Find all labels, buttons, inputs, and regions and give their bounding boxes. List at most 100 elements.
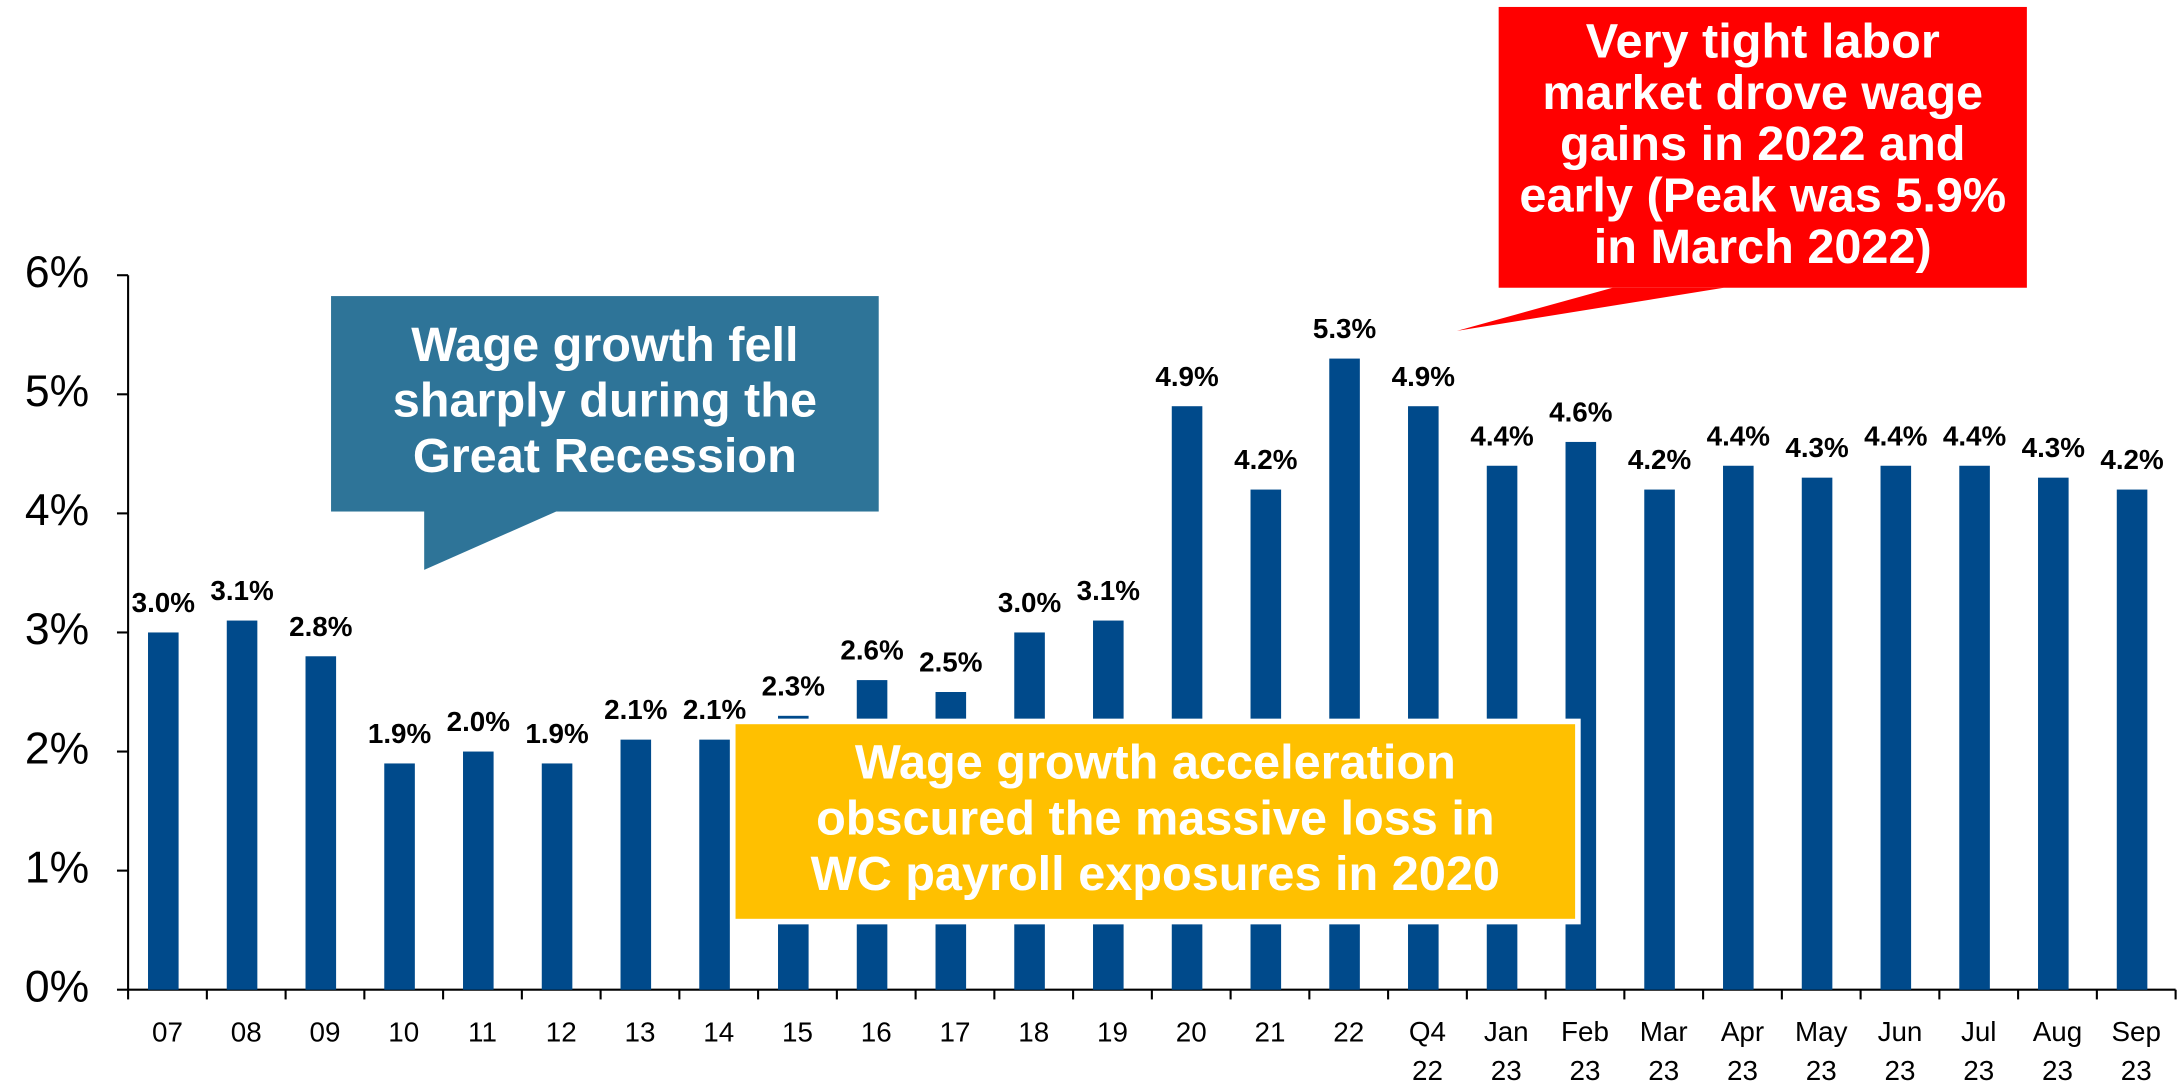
annotation-text: Wage growth fell [411, 318, 798, 372]
x-tick-label: 20 [1176, 1017, 1207, 1048]
x-tick-line: 22 [1412, 1055, 1443, 1086]
x-tick-label: 16 [861, 1017, 892, 1048]
value-label: 3.0% [998, 587, 1061, 618]
value-label: 4.4% [1864, 420, 1927, 451]
x-tick-label: 12 [546, 1017, 577, 1048]
x-tick-line: 23 [2042, 1055, 2073, 1086]
x-tick-label: Q4 22 [1409, 1017, 1446, 1087]
x-tick-line: 23 [1648, 1055, 1679, 1086]
bar [620, 739, 652, 990]
value-label: 3.1% [1077, 575, 1140, 606]
value-label: 4.2% [1234, 444, 1297, 475]
value-label: 4.4% [1943, 420, 2006, 451]
x-tick-line: 23 [1806, 1055, 1837, 1086]
x-tick-label: 10 [388, 1017, 419, 1048]
x-tick-line: Apr [1721, 1017, 1764, 1048]
value-label: 4.3% [1785, 432, 1848, 463]
x-tick-label: Mar 23 [1640, 1017, 1688, 1087]
x-tick-line: Aug [2033, 1017, 2082, 1048]
x-tick-label: 22 [1333, 1017, 1364, 1048]
x-tick-line: 23 [1727, 1055, 1758, 1086]
x-tick-line: 23 [2121, 1055, 2152, 1086]
value-label: 4.6% [1549, 396, 1612, 427]
y-tick-label: 6% [25, 248, 89, 297]
annotation-text: market drove wage [1542, 66, 1983, 120]
x-tick-label: 14 [703, 1017, 734, 1048]
x-tick-line: Jul [1961, 1017, 1997, 1048]
y-tick-label: 2% [25, 724, 89, 773]
bar [1801, 477, 1833, 990]
x-tick-line: 23 [1491, 1055, 1522, 1086]
value-label: 4.2% [2100, 444, 2163, 475]
y-tick-label: 3% [25, 605, 89, 654]
x-tick-line: Jun [1878, 1017, 1923, 1048]
annotation-text: gains in 2022 and [1560, 117, 1965, 171]
annotation-text: early (Peak was 5.9% [1519, 169, 2006, 223]
value-label: 4.4% [1470, 420, 1533, 451]
x-tick-label: 11 [468, 1017, 497, 1048]
annotation-text: obscured the massive loss in [816, 791, 1495, 845]
annotation-text: Very tight labor [1586, 14, 1940, 68]
value-label: 3.0% [132, 587, 195, 618]
x-tick-label: Aug 23 [2033, 1017, 2082, 1087]
x-tick-label: Jan 23 [1484, 1017, 1529, 1087]
bar [1723, 465, 1754, 990]
y-tick-label: 5% [25, 367, 89, 416]
bar [384, 763, 415, 990]
bar [1959, 465, 1990, 990]
x-tick-label: 09 [310, 1017, 341, 1048]
x-tick-line: 23 [1963, 1055, 1994, 1086]
bar [148, 632, 179, 990]
x-tick-label: Jun 23 [1878, 1017, 1923, 1087]
x-tick-label: 13 [625, 1017, 656, 1048]
value-label: 2.8% [289, 611, 352, 642]
value-label: 2.1% [604, 694, 667, 725]
annotation-box [331, 296, 879, 512]
annotation-box [729, 718, 1581, 925]
bar [226, 620, 258, 990]
annotation-text: Great Recession [413, 429, 797, 483]
x-tick-label: Jul 23 [1961, 1017, 1997, 1087]
x-tick-label: 21 [1255, 1017, 1286, 1048]
value-label: 1.9% [368, 718, 431, 749]
x-tick-line: Q4 [1409, 1017, 1446, 1048]
x-tick-line: Mar [1640, 1017, 1688, 1048]
x-tick-label: 18 [1018, 1017, 1049, 1048]
bar [305, 656, 337, 990]
value-label: 2.6% [840, 635, 903, 666]
x-tick-label: 19 [1097, 1017, 1128, 1048]
value-label: 3.1% [210, 575, 273, 606]
x-tick-label: 17 [940, 1017, 971, 1048]
x-tick-label: Sep 23 [2112, 1017, 2161, 1087]
bar [1880, 465, 1912, 990]
x-tick-line: Sep [2112, 1017, 2161, 1048]
annotation-tail [424, 511, 557, 570]
x-tick-line: Feb [1561, 1017, 1609, 1048]
x-tick-label: Feb 23 [1561, 1017, 1609, 1087]
value-label: 4.3% [2022, 432, 2085, 463]
value-label: 4.2% [1628, 444, 1691, 475]
x-tick-label: 15 [782, 1017, 813, 1048]
x-tick-line: 23 [1570, 1055, 1601, 1086]
bar [541, 763, 573, 990]
annotation-box [1498, 6, 2027, 288]
y-tick-label: 0% [25, 962, 89, 1011]
x-tick-label: May 23 [1795, 1017, 1848, 1087]
y-tick-label: 4% [25, 486, 89, 535]
x-tick-line: May [1795, 1017, 1848, 1048]
x-tick-label: 08 [231, 1017, 262, 1048]
value-label: 1.9% [525, 718, 588, 749]
x-tick-label: 07 [152, 1017, 183, 1048]
bar [2116, 489, 2148, 990]
annotation-text: Wage growth acceleration [855, 736, 1456, 790]
value-label: 2.5% [919, 647, 982, 678]
bar [463, 751, 494, 990]
value-label: 2.3% [762, 670, 825, 701]
value-label: 4.9% [1155, 361, 1218, 392]
x-tick-line: Jan [1484, 1017, 1529, 1048]
y-tick-label: 1% [25, 843, 89, 892]
bar [1644, 489, 1675, 990]
annotation-text: WC payroll exposures in 2020 [811, 847, 1500, 901]
x-tick-label: Apr 23 [1721, 1017, 1764, 1087]
